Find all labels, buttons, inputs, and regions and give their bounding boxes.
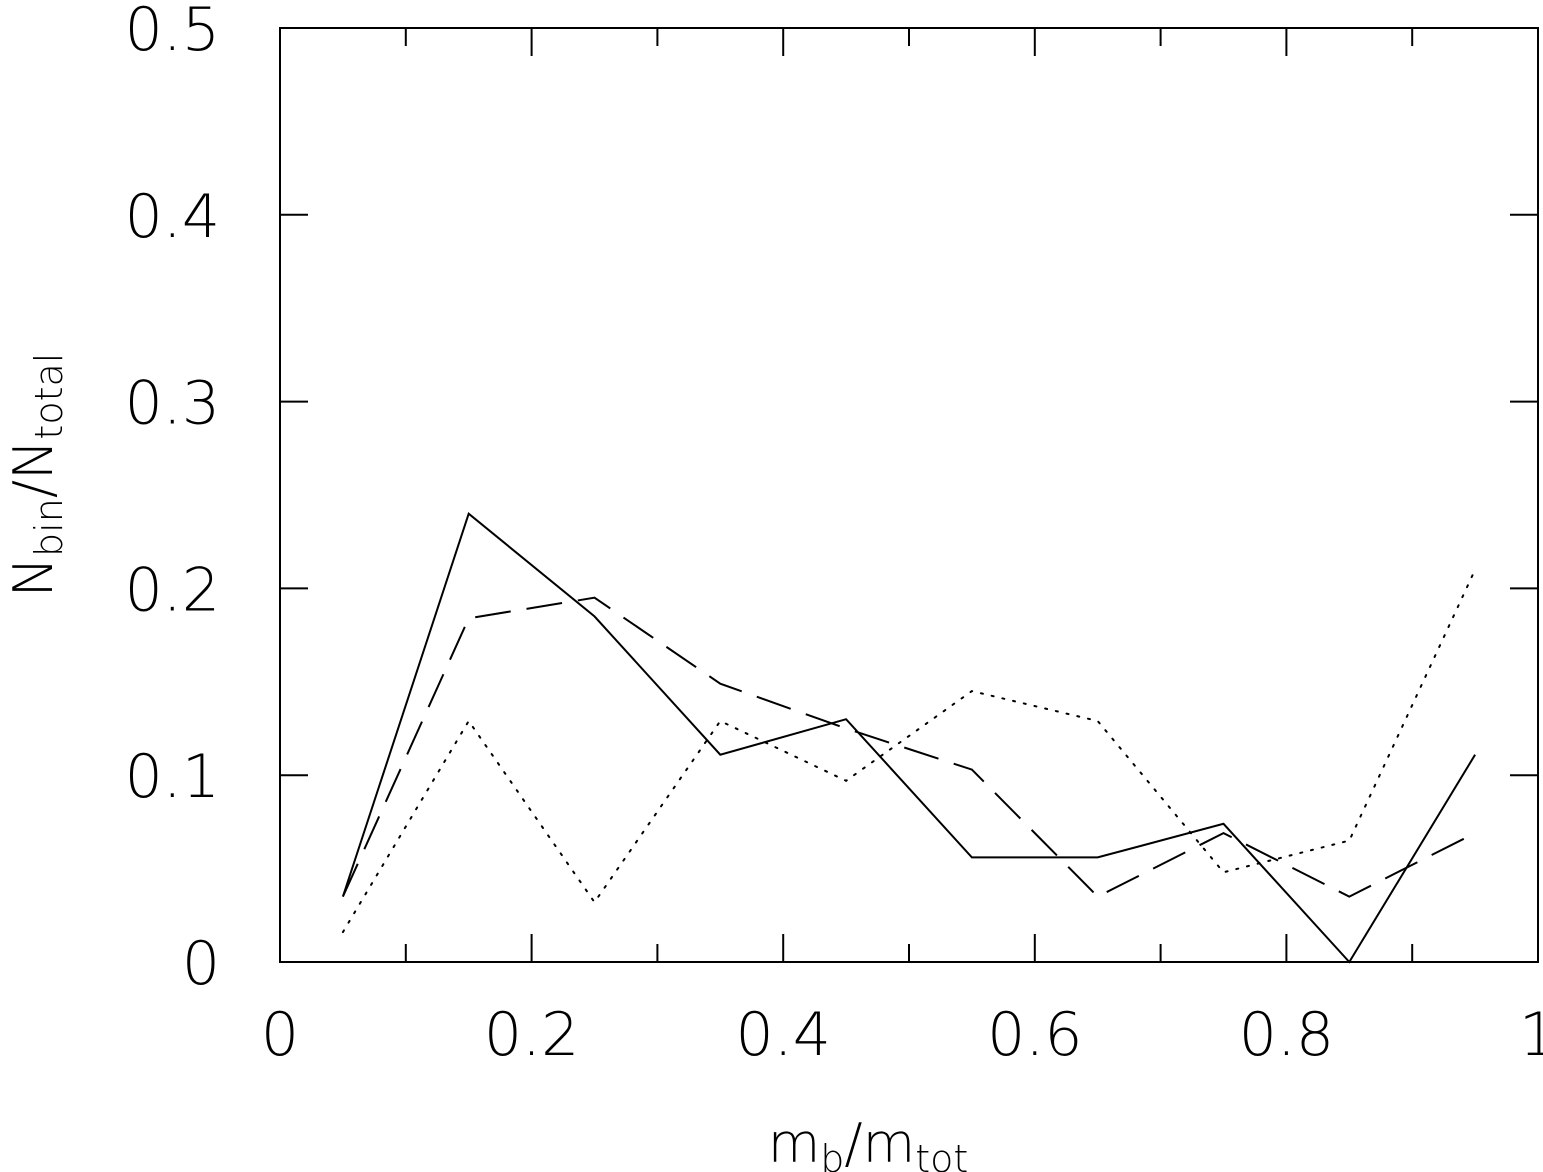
x-tick-label: 0.6 bbox=[987, 1000, 1082, 1070]
tick-labels: 0 0.2 0.4 0.6 0.8 1 0 0.1 0.2 0.3 0.4 0.5 bbox=[125, 0, 1543, 1070]
series-line-dashed bbox=[341, 596, 1476, 898]
x-tick-label: 1 bbox=[1519, 1000, 1543, 1070]
series-line-dotted bbox=[341, 568, 1477, 934]
axis-ticks bbox=[279, 27, 1539, 963]
plot-frame bbox=[279, 27, 1539, 963]
y-tick-label: 0.2 bbox=[125, 555, 220, 625]
y-tick-label: 0.3 bbox=[125, 369, 220, 439]
x-tick-label: 0.2 bbox=[484, 1000, 579, 1070]
y-tick-label: 0 bbox=[182, 929, 220, 999]
series-line-solid bbox=[341, 512, 1476, 964]
y-tick-label: 0.1 bbox=[125, 742, 220, 812]
y-tick-label: 0.4 bbox=[125, 182, 220, 252]
y-tick-label: 0.5 bbox=[125, 0, 220, 65]
y-axis-label: Nbin/Ntotal bbox=[2, 353, 71, 598]
x-axis-label: mb/mtot bbox=[768, 1112, 969, 1172]
data-series bbox=[341, 512, 1477, 964]
x-tick-label: 0.8 bbox=[1239, 1000, 1334, 1070]
x-tick-label: 0 bbox=[261, 1000, 299, 1070]
x-tick-label: 0.4 bbox=[735, 1000, 830, 1070]
